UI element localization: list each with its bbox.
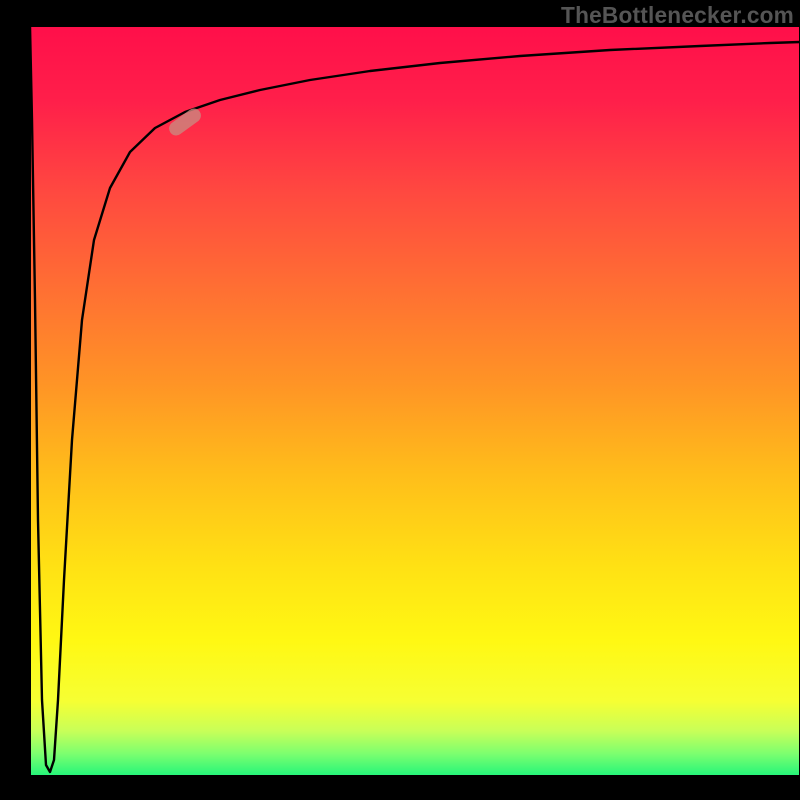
chart-svg xyxy=(0,0,800,800)
chart-stage: TheBottlenecker.com xyxy=(0,0,800,800)
watermark-label: TheBottlenecker.com xyxy=(561,2,794,29)
